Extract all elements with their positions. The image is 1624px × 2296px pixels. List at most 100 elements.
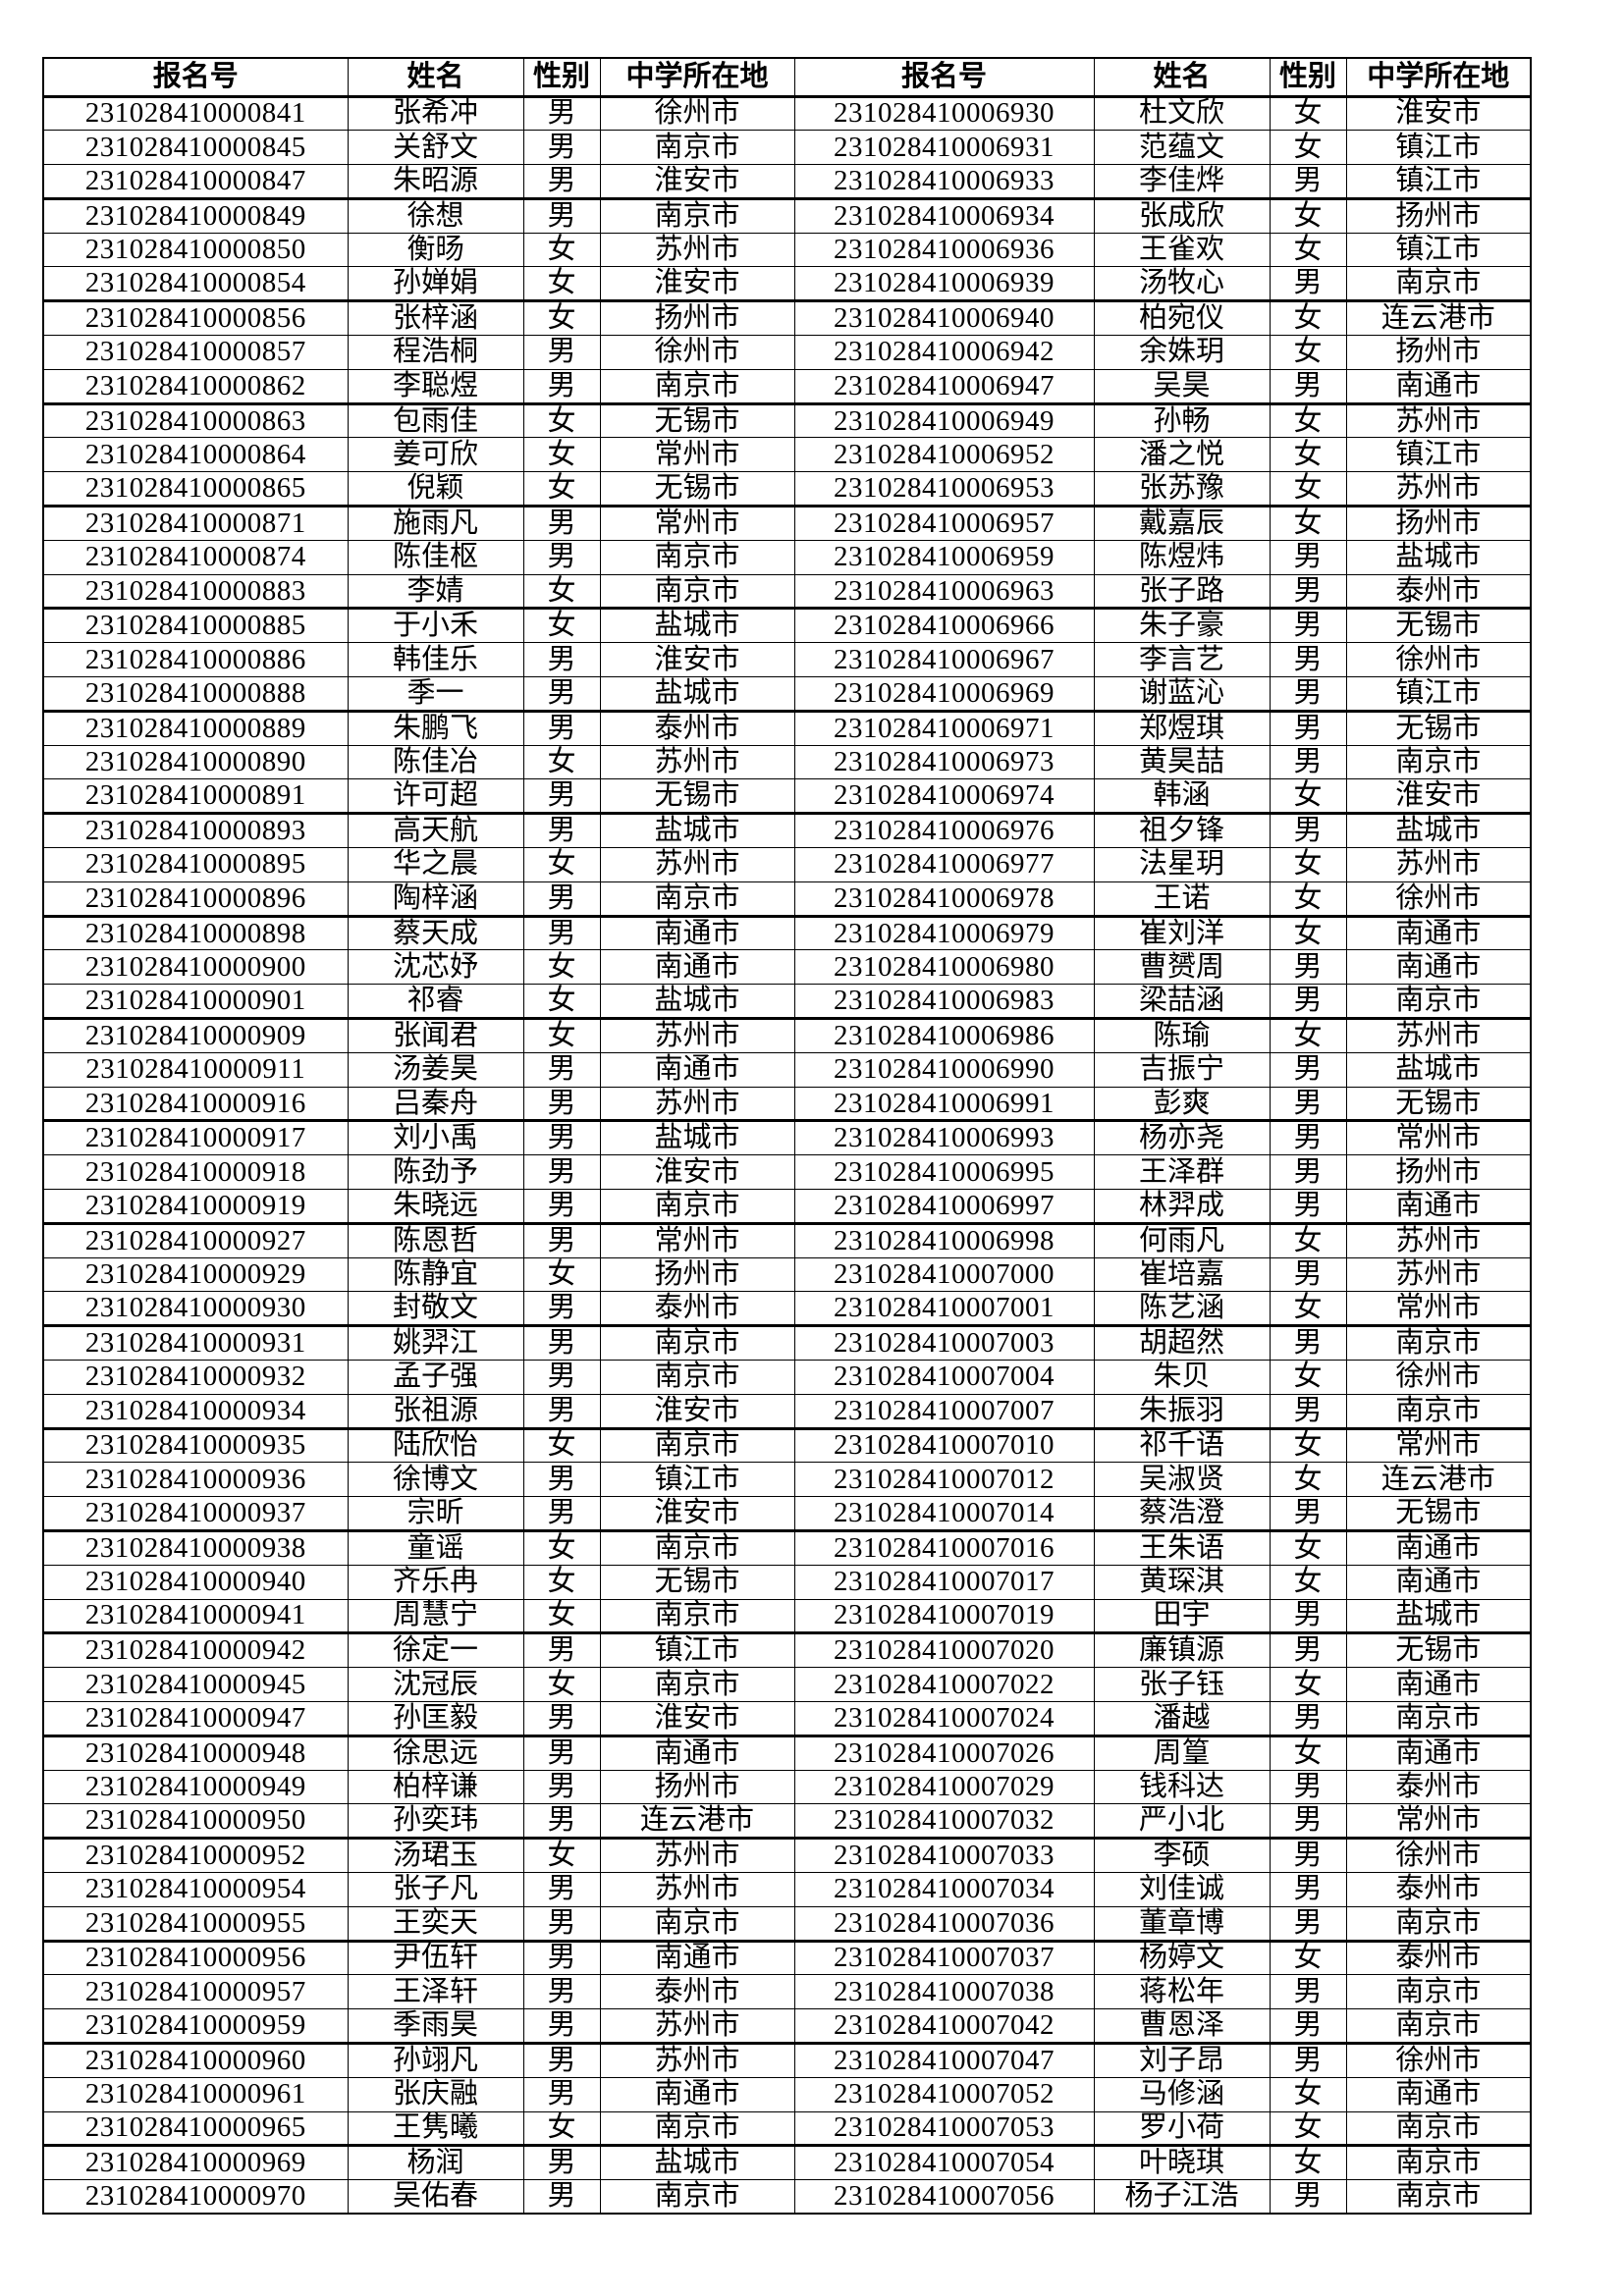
table-row: 231028410000865 倪颖女无锡市 231028410006953 张苏豫女… xyxy=(42,471,1532,508)
reg-no-cell: 231028410000970 xyxy=(42,2179,349,2215)
reg-no-cell: 231028410006969 xyxy=(793,676,1095,713)
table-row: 231028410000898 蔡天成男南通市 231028410006979 崔刘洋… xyxy=(42,915,1532,951)
school-city-cell: 苏州市 xyxy=(1345,847,1532,882)
gender-cell: 男 xyxy=(522,1496,601,1532)
table-row: 231028410000942 徐定一男镇江市 231028410007020 廉镇源… xyxy=(42,1632,1532,1669)
reg-no-cell: 231028410000901 xyxy=(42,984,349,1021)
reg-no-cell: 231028410000949 xyxy=(42,1769,349,1805)
name-cell: 陈佳枢 xyxy=(347,539,524,575)
name-cell: 祁千语 xyxy=(1093,1427,1271,1464)
name-cell: 王泽群 xyxy=(1093,1154,1271,1190)
school-city-cell: 无锡市 xyxy=(599,471,795,508)
reg-no-cell: 231028410006971 xyxy=(793,710,1095,746)
name-cell: 李言艺 xyxy=(1093,642,1271,678)
school-city-cell: 南通市 xyxy=(1345,368,1532,405)
school-city-cell: 泰州市 xyxy=(599,1291,795,1328)
gender-cell: 男 xyxy=(1269,2008,1347,2045)
table-row: 231028410000959 季雨昊男苏州市 231028410007042 曹恩泽… xyxy=(42,2008,1532,2045)
gender-cell: 男 xyxy=(1269,642,1347,678)
reg-no-cell: 231028410000954 xyxy=(42,1871,349,1907)
name-cell: 孙奕玮 xyxy=(347,1803,524,1841)
school-city-cell: 南通市 xyxy=(1345,949,1532,986)
table-row: 231028410000864 姜可欣女常州市 231028410006952 潘之悦… xyxy=(42,437,1532,473)
school-city-cell: 南京市 xyxy=(599,881,795,918)
table-row: 231028410000960 孙翊凡男苏州市 231028410007047 刘子昂… xyxy=(42,2042,1532,2078)
reg-no-cell: 231028410007016 xyxy=(793,1529,1095,1566)
school-city-cell: 南京市 xyxy=(599,1529,795,1566)
reg-no-cell: 231028410006930 xyxy=(793,95,1095,132)
school-city-cell: 无锡市 xyxy=(599,778,795,816)
gender-cell: 女 xyxy=(1269,1222,1347,1258)
name-cell: 吴淑贤 xyxy=(1093,1462,1271,1498)
gender-cell: 女 xyxy=(1269,1667,1347,1702)
gender-cell: 男 xyxy=(522,1871,601,1907)
gender-cell: 男 xyxy=(1269,1700,1347,1737)
school-city-cell: 南京市 xyxy=(1345,2110,1532,2148)
name-cell: 张子钰 xyxy=(1093,1667,1271,1702)
name-cell: 许可超 xyxy=(347,778,524,816)
name-cell: 陆欣怡 xyxy=(347,1427,524,1464)
gender-cell: 女 xyxy=(522,847,601,882)
gender-cell: 男 xyxy=(1269,1120,1347,1156)
school-city-cell: 扬州市 xyxy=(599,1769,795,1805)
name-cell: 法星玥 xyxy=(1093,847,1271,882)
reg-no-cell: 231028410000889 xyxy=(42,710,349,746)
name-cell: 朱昭源 xyxy=(347,164,524,200)
name-cell: 王朱语 xyxy=(1093,1529,1271,1566)
gender-cell: 男 xyxy=(1269,949,1347,986)
gender-cell: 男 xyxy=(522,130,601,166)
name-cell: 汤珺玉 xyxy=(347,1838,524,1873)
table-row: 231028410000956 尹伍轩男南通市 231028410007037 杨婷文… xyxy=(42,1940,1532,1976)
reg-no-cell: 231028410000941 xyxy=(42,1598,349,1635)
table-row: 231028410000957 王泽轩男泰州市 231028410007038 蒋松年… xyxy=(42,1974,1532,2010)
reg-no-cell: 231028410007047 xyxy=(793,2042,1095,2078)
table-row: 231028410000888 季一男盐城市 231028410006969 谢蓝沁男… xyxy=(42,676,1532,713)
gender-cell: 男 xyxy=(522,2179,601,2215)
school-city-cell: 无锡市 xyxy=(1345,1086,1532,1123)
school-city-cell: 苏州市 xyxy=(599,2008,795,2045)
reg-no-cell: 231028410007019 xyxy=(793,1598,1095,1635)
name-cell: 孙畅 xyxy=(1093,402,1271,439)
gender-cell: 男 xyxy=(1269,266,1347,303)
school-city-cell: 镇江市 xyxy=(1345,676,1532,713)
name-cell: 钱科达 xyxy=(1093,1769,1271,1805)
name-cell: 陈恩哲 xyxy=(347,1222,524,1258)
table-body: 231028410000841 张希冲男徐州市 231028410006930 杜文欣… xyxy=(42,95,1532,2215)
table-row: 231028410000885 于小禾女盐城市 231028410006966 朱子豪… xyxy=(42,608,1532,644)
school-city-cell: 常州市 xyxy=(599,437,795,473)
name-cell: 刘子昂 xyxy=(1093,2042,1271,2078)
school-city-cell: 连云港市 xyxy=(599,1803,795,1841)
reg-no-cell: 231028410006939 xyxy=(793,266,1095,303)
name-cell: 杨润 xyxy=(347,2145,524,2181)
name-cell: 吴佑春 xyxy=(347,2179,524,2215)
table-row: 231028410000961 张庆融男南通市 231028410007052 马修涵… xyxy=(42,2076,1532,2112)
reg-no-cell: 231028410007007 xyxy=(793,1393,1095,1430)
name-cell: 徐想 xyxy=(347,197,524,234)
table-row: 231028410000889 朱鹏飞男泰州市 231028410006971 郑煜琪… xyxy=(42,710,1532,746)
reg-no-cell: 231028410000886 xyxy=(42,642,349,678)
school-city-cell: 无锡市 xyxy=(599,1564,795,1600)
reg-no-cell: 231028410000856 xyxy=(42,300,349,337)
reg-no-cell: 231028410006934 xyxy=(793,197,1095,234)
name-cell: 王泽轩 xyxy=(347,1974,524,2010)
reg-no-cell: 231028410006978 xyxy=(793,881,1095,918)
reg-no-cell: 231028410000935 xyxy=(42,1427,349,1464)
reg-no-cell: 231028410007010 xyxy=(793,1427,1095,1464)
reg-no-cell: 231028410006949 xyxy=(793,402,1095,439)
name-cell: 潘之悦 xyxy=(1093,437,1271,473)
name-cell: 张庆融 xyxy=(347,2076,524,2112)
school-city-cell: 苏州市 xyxy=(1345,402,1532,439)
gender-cell: 男 xyxy=(522,1632,601,1669)
school-city-cell: 扬州市 xyxy=(599,1256,795,1293)
reg-no-cell: 231028410000947 xyxy=(42,1700,349,1737)
school-city-cell: 常州市 xyxy=(1345,1427,1532,1464)
name-cell: 范蕴文 xyxy=(1093,130,1271,166)
reg-no-cell: 231028410006974 xyxy=(793,778,1095,816)
gender-cell: 女 xyxy=(1269,1529,1347,1566)
name-cell: 沈冠辰 xyxy=(347,1667,524,1702)
gender-cell: 女 xyxy=(522,1598,601,1635)
school-city-cell: 盐城市 xyxy=(1345,539,1532,575)
table-row: 231028410000886 韩佳乐男淮安市 231028410006967 李言艺… xyxy=(42,642,1532,678)
gender-cell: 男 xyxy=(1269,1803,1347,1841)
name-cell: 周篁 xyxy=(1093,1735,1271,1771)
